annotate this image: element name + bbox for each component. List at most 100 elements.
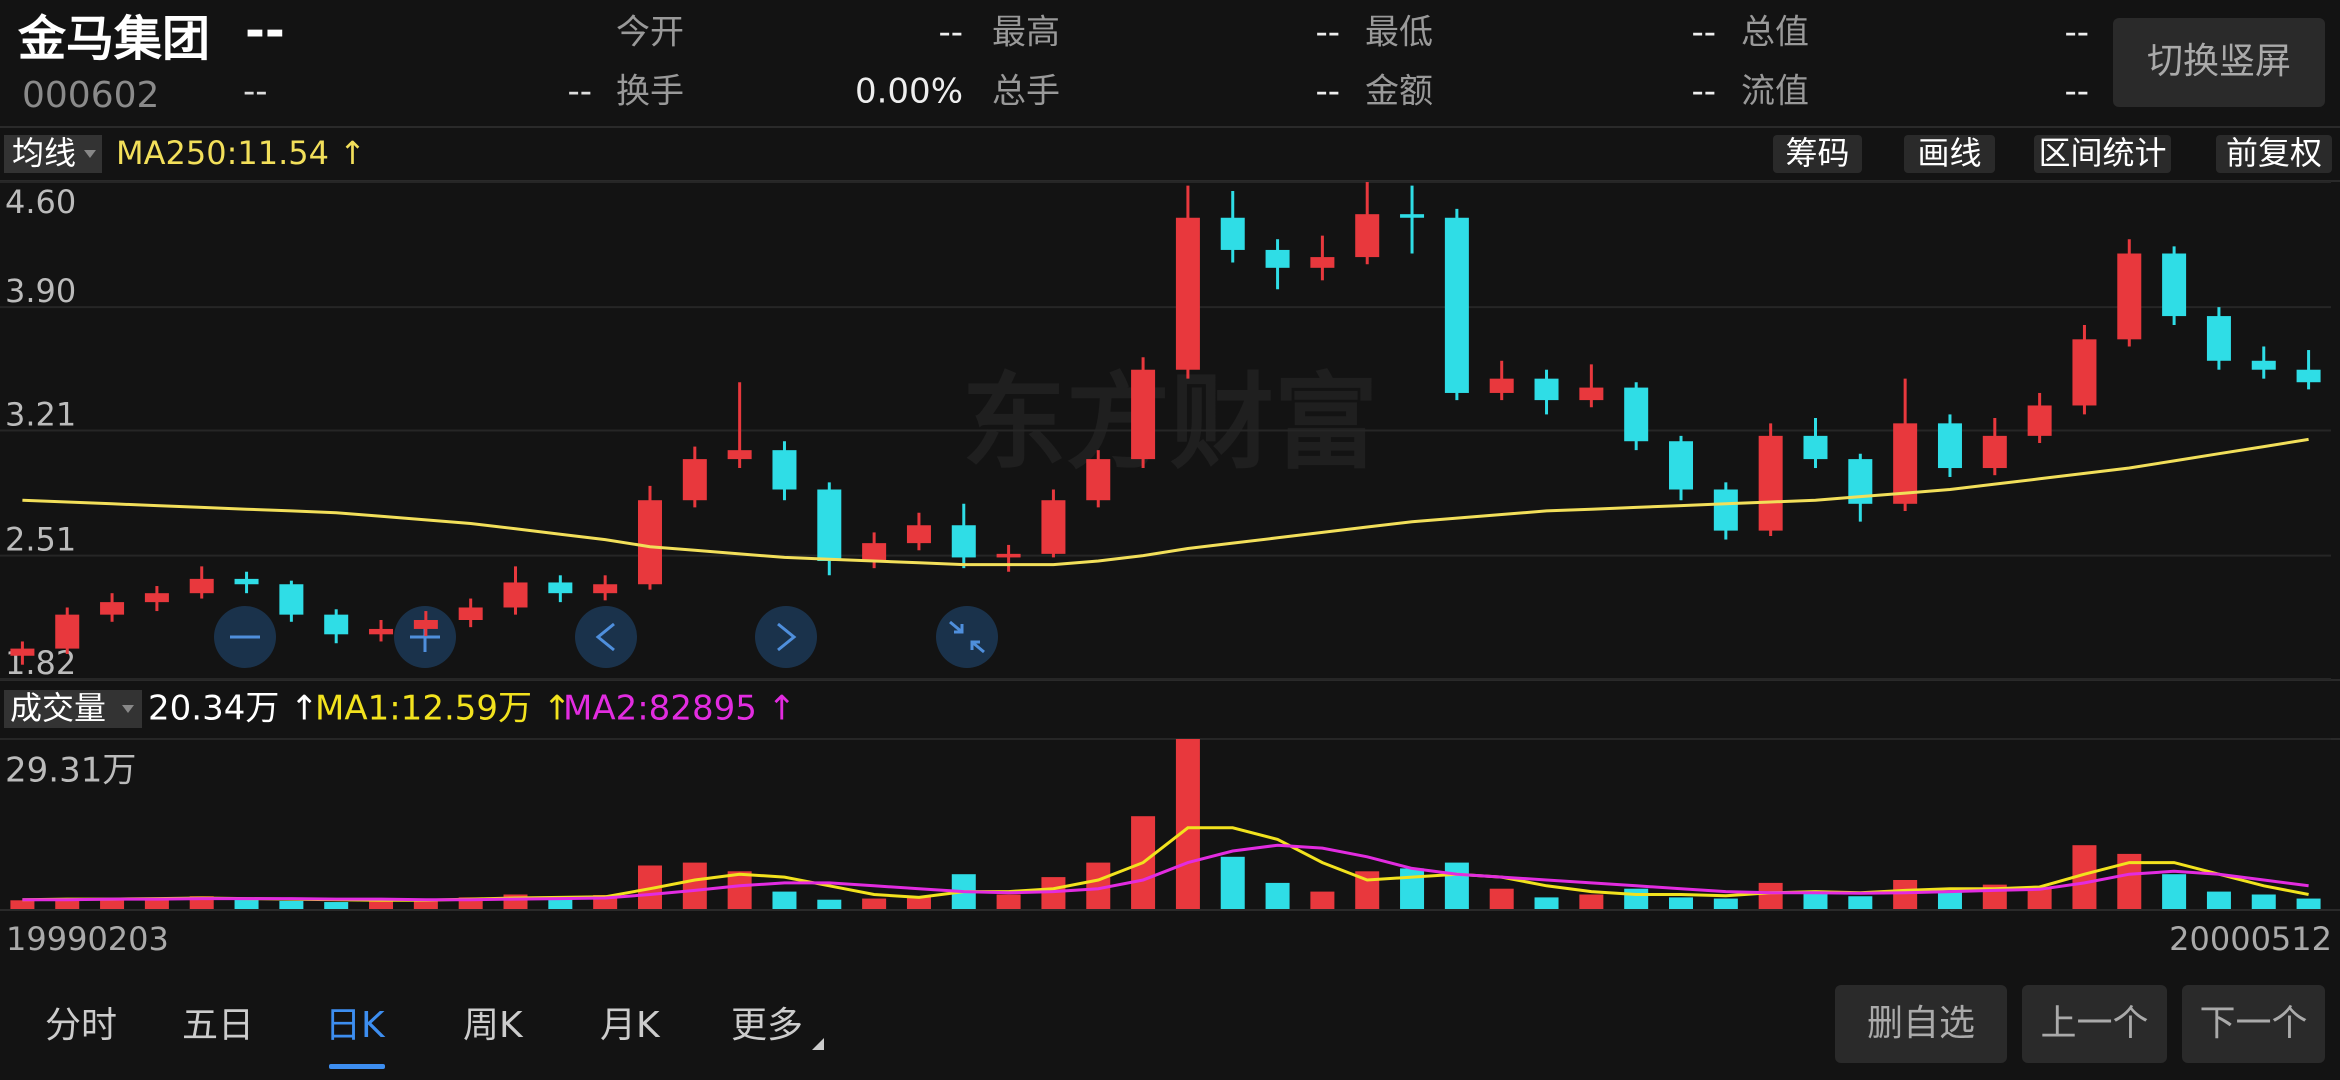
volume-bar — [55, 898, 80, 909]
tool-button-label[interactable]: 区间统计 — [2038, 134, 2166, 172]
volume-bar — [548, 898, 573, 909]
indicator-select[interactable] — [4, 135, 102, 173]
tab[interactable]: 月K — [600, 1005, 661, 1046]
y-tick-label: 3.21 — [5, 396, 76, 434]
candle-body — [2027, 405, 2052, 436]
tool-button[interactable] — [2034, 135, 2171, 173]
stat-label: 总手 — [992, 72, 1060, 112]
candle-body — [324, 614, 349, 635]
volume-bar — [1893, 879, 1918, 909]
candle-body — [55, 614, 80, 649]
tool-button[interactable] — [2216, 135, 2332, 173]
stat-value: -- — [1315, 13, 1340, 53]
tab[interactable]: 五日 — [182, 1005, 254, 1046]
stat-label: 流值 — [1741, 72, 1809, 112]
volume-bar — [1848, 896, 1873, 909]
candle-body — [862, 543, 887, 562]
tab[interactable]: 更多 — [731, 1005, 803, 1046]
candle-body — [637, 500, 662, 585]
candle-body — [727, 450, 752, 460]
candle-body — [279, 584, 304, 615]
volume-bar — [234, 899, 259, 909]
candle-body — [1758, 435, 1783, 531]
y-tick-label: 3.90 — [5, 272, 76, 310]
volume-ma-line — [22, 843, 2309, 902]
volume-bar — [10, 900, 35, 909]
volume-bar — [1265, 882, 1290, 909]
stat-label: 金额 — [1365, 72, 1433, 112]
candle-body — [1803, 435, 1828, 460]
nav-icon — [777, 622, 797, 652]
y-tick-label: 4.60 — [5, 183, 76, 221]
change-pct: -- — [567, 72, 592, 112]
volume-bar — [1534, 897, 1559, 909]
candle-body — [2072, 339, 2097, 406]
chart-nav — [214, 606, 998, 668]
tool-button-label[interactable]: 画线 — [1917, 134, 1981, 172]
volume-bar — [2162, 874, 2187, 909]
volume-bar — [2027, 886, 2052, 909]
volume-bar — [1758, 882, 1783, 909]
volume-bar — [369, 900, 394, 909]
volume-label: 20.34万 ↑ — [148, 689, 319, 729]
volume-bar — [1310, 891, 1335, 909]
rotate-button[interactable] — [2113, 18, 2325, 107]
indicator-select[interactable] — [4, 690, 142, 728]
nav-icon — [595, 622, 615, 652]
nav-button[interactable] — [755, 606, 817, 668]
stat-value: -- — [1691, 72, 1716, 112]
volume-bar — [413, 899, 438, 909]
candle-body — [1086, 459, 1111, 501]
nav-button[interactable] — [575, 606, 637, 668]
candle-body — [1400, 214, 1425, 218]
candle-body — [1265, 249, 1290, 268]
action-button[interactable] — [1835, 985, 2007, 1063]
tab-underline — [329, 1064, 385, 1069]
candle-body — [1310, 257, 1335, 268]
tab[interactable]: 分时 — [45, 1005, 117, 1046]
action-label[interactable]: 上一个 — [2040, 1003, 2148, 1044]
stat-label: 最高 — [992, 13, 1060, 53]
indicator-label[interactable]: 均线 — [12, 134, 76, 172]
action-label[interactable]: 下一个 — [2199, 1003, 2307, 1044]
volume-bar — [100, 899, 125, 909]
stock-code: 000602 — [22, 75, 159, 116]
candle-body — [593, 584, 618, 594]
tab[interactable]: 日K — [325, 1005, 386, 1046]
volume-bar — [682, 862, 707, 909]
tool-button-label[interactable]: 筹码 — [1785, 134, 1849, 172]
stat-value: -- — [938, 13, 963, 53]
volume-bar — [1400, 868, 1425, 909]
candle-body — [1175, 217, 1200, 370]
volume-bar — [324, 902, 349, 909]
tool-button-label[interactable]: 前复权 — [2226, 134, 2322, 172]
stat-value: -- — [2064, 13, 2089, 53]
stat-value: -- — [1691, 13, 1716, 53]
tab[interactable]: 周K — [463, 1005, 524, 1046]
change: -- — [243, 72, 268, 112]
candle-body — [144, 593, 169, 603]
volume-bar — [458, 897, 483, 909]
candle-body — [1534, 378, 1559, 401]
tool-button[interactable] — [1904, 135, 1995, 173]
candle-body — [2206, 316, 2231, 361]
price: -- — [245, 3, 285, 59]
candle-body — [1444, 217, 1469, 393]
tool-button[interactable] — [1773, 135, 1862, 173]
stat-label: 换手 — [616, 72, 684, 112]
nav-button[interactable] — [936, 606, 998, 668]
action-button[interactable] — [2022, 985, 2167, 1063]
indicator-label[interactable]: 成交量 — [10, 689, 106, 727]
candle-body — [1579, 387, 1604, 401]
candle-body — [2296, 369, 2321, 383]
candle-body — [1131, 369, 1156, 460]
volume-bar — [906, 896, 931, 909]
candle-body — [1220, 217, 1245, 250]
action-button[interactable] — [2182, 985, 2325, 1063]
volume-bar — [1579, 894, 1604, 909]
volume-bar — [772, 891, 797, 909]
action-label[interactable]: 删自选 — [1867, 1003, 1975, 1044]
rotate-button-label[interactable]: 切换竖屏 — [2147, 41, 2291, 82]
candle-body — [996, 553, 1021, 558]
